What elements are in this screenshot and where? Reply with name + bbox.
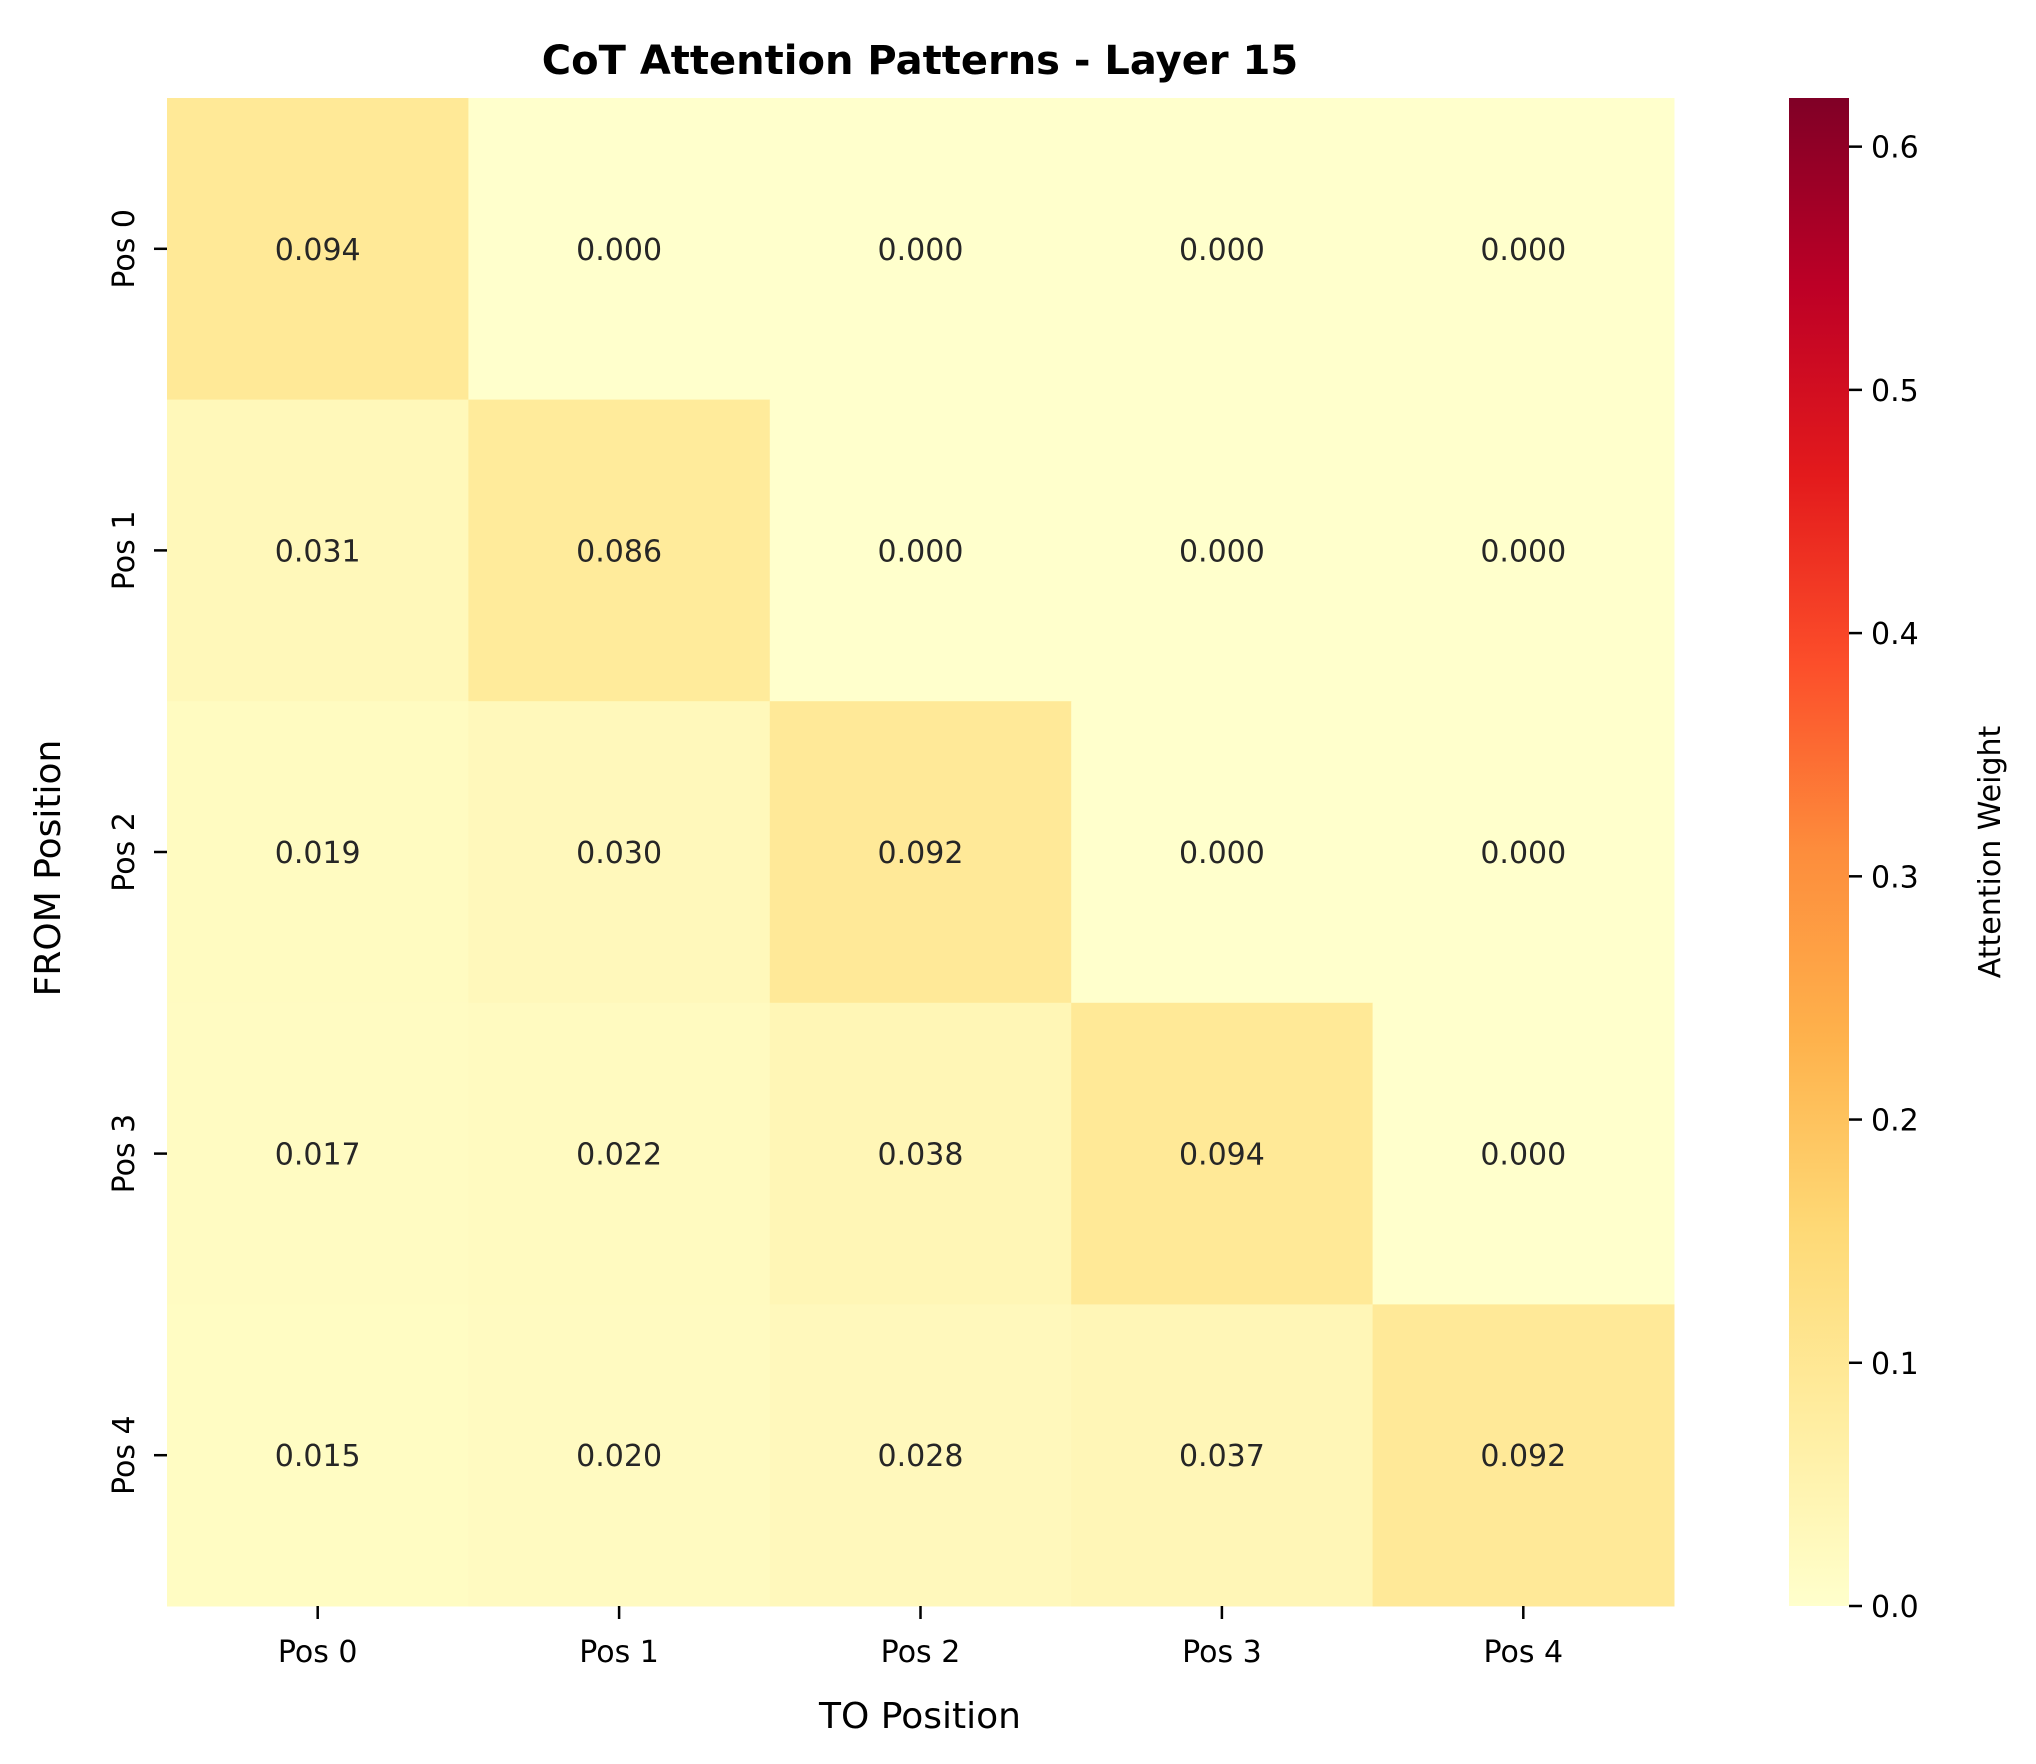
y-tick-label-0: Pos 0 [107, 209, 142, 289]
cell-label-r4-c3: 0.037 [1179, 1439, 1265, 1474]
heatmap-cell-r0-c2 [769, 98, 1072, 401]
heatmap-cell-r1-c2 [769, 399, 1072, 702]
heatmap-cell-r0-c1 [468, 98, 771, 401]
heatmap-cell-labels: 0.094 0.000 0.000 0.000 0.000 0.031 0.086 0.000… [275, 233, 1566, 1474]
x-tick-label-1: Pos 1 [579, 1635, 659, 1670]
cell-label-r1-c1: 0.086 [576, 534, 662, 569]
cell-label-r0-c4: 0.000 [1480, 233, 1566, 268]
colorbar-ticks: 0.0 0.1 0.2 0.3 0.4 0.5 0.6 [1849, 131, 1919, 1625]
heatmap-cell-r2-c1 [468, 701, 771, 1004]
cell-label-r2-c0: 0.019 [275, 836, 361, 871]
heatmap-cell-r3-c3 [1071, 1002, 1374, 1305]
heatmap-cell-r4-c4 [1372, 1304, 1675, 1607]
colorbar-tick-label-1: 0.1 [1871, 1347, 1919, 1382]
heatmap-cell-r2-c0 [167, 701, 469, 1004]
cell-label-r4-c4: 0.092 [1480, 1439, 1566, 1474]
cell-label-r0-c3: 0.000 [1179, 233, 1265, 268]
chart-title: CoT Attention Patterns - Layer 15 [542, 38, 1298, 84]
x-tick-label-3: Pos 3 [1182, 1635, 1262, 1670]
heatmap-cell-r4-c3 [1071, 1304, 1374, 1607]
colorbar-tick-label-3: 0.3 [1871, 860, 1919, 895]
heatmap-cell-r4-c1 [468, 1304, 771, 1607]
colorbar-tick-label-6: 0.6 [1871, 131, 1919, 166]
cell-label-r4-c1: 0.020 [576, 1439, 662, 1474]
cell-label-r2-c2: 0.092 [878, 836, 964, 871]
y-tick-label-4: Pos 4 [107, 1415, 142, 1495]
colorbar-tick-label-2: 0.2 [1871, 1104, 1919, 1139]
cell-label-r1-c0: 0.031 [275, 534, 361, 569]
cell-label-r0-c0: 0.094 [275, 233, 361, 268]
heatmap-cell-r2-c3 [1071, 701, 1374, 1004]
y-tick-label-1: Pos 1 [107, 511, 142, 591]
cell-label-r1-c3: 0.000 [1179, 534, 1265, 569]
cell-label-r1-c2: 0.000 [878, 534, 964, 569]
y-tick-label-3: Pos 3 [107, 1114, 142, 1194]
heatmap-cell-r0-c4 [1372, 98, 1675, 401]
cell-label-r2-c4: 0.000 [1480, 836, 1566, 871]
x-tick-label-4: Pos 4 [1483, 1635, 1563, 1670]
heatmap-cell-r1-c3 [1071, 399, 1374, 702]
heatmap-cell-r3-c0 [167, 1002, 469, 1305]
heatmap-cell-r3-c2 [769, 1002, 1072, 1305]
colorbar-label: Attention Weight [1973, 726, 2008, 979]
cell-label-r3-c1: 0.022 [576, 1138, 662, 1173]
cell-label-r2-c3: 0.000 [1179, 836, 1265, 871]
cell-label-r2-c1: 0.030 [576, 836, 662, 871]
cell-label-r4-c0: 0.015 [275, 1439, 361, 1474]
colorbar: 0.0 0.1 0.2 0.3 0.4 0.5 0.6 Attention Weight [1789, 98, 2008, 1625]
colorbar-tick-label-4: 0.4 [1871, 617, 1919, 652]
cell-label-r3-c2: 0.038 [878, 1138, 964, 1173]
heatmap-cell-r3-c1 [468, 1002, 771, 1305]
x-tick-label-0: Pos 0 [278, 1635, 358, 1670]
colorbar-tick-label-5: 0.5 [1871, 374, 1919, 409]
x-axis: Pos 0 Pos 1 Pos 2 Pos 3 Pos 4 [278, 1606, 1563, 1670]
heatmap-cells [167, 98, 1675, 1607]
cell-label-r3-c4: 0.000 [1480, 1138, 1566, 1173]
heatmap-cell-r1-c0 [167, 399, 469, 702]
heatmap-cell-r2-c4 [1372, 701, 1675, 1004]
heatmap-cell-r3-c4 [1372, 1002, 1675, 1305]
heatmap-cell-r0-c3 [1071, 98, 1374, 401]
heatmap-cell-r4-c2 [769, 1304, 1072, 1607]
y-tick-label-2: Pos 2 [107, 812, 142, 892]
heatmap-cell-r4-c0 [167, 1304, 469, 1607]
cell-label-r1-c4: 0.000 [1480, 534, 1566, 569]
cell-label-r3-c3: 0.094 [1179, 1138, 1265, 1173]
cell-label-r4-c2: 0.028 [878, 1439, 964, 1474]
x-axis-label: TO Position [818, 1696, 1021, 1737]
heatmap-cell-r1-c1 [468, 399, 771, 702]
colorbar-gradient [1789, 98, 1849, 1606]
heatmap-cell-r2-c2 [769, 701, 1072, 1004]
cell-label-r3-c0: 0.017 [275, 1138, 361, 1173]
heatmap-cell-r1-c4 [1372, 399, 1675, 702]
heatmap-cell-r0-c0 [167, 98, 469, 401]
x-tick-label-2: Pos 2 [881, 1635, 961, 1670]
cell-label-r0-c1: 0.000 [576, 233, 662, 268]
colorbar-tick-label-0: 0.0 [1871, 1590, 1919, 1625]
y-axis: Pos 0 Pos 1 Pos 2 Pos 3 Pos 4 [107, 209, 167, 1495]
cell-label-r0-c2: 0.000 [878, 233, 964, 268]
y-axis-label: FROM Position [28, 740, 69, 997]
